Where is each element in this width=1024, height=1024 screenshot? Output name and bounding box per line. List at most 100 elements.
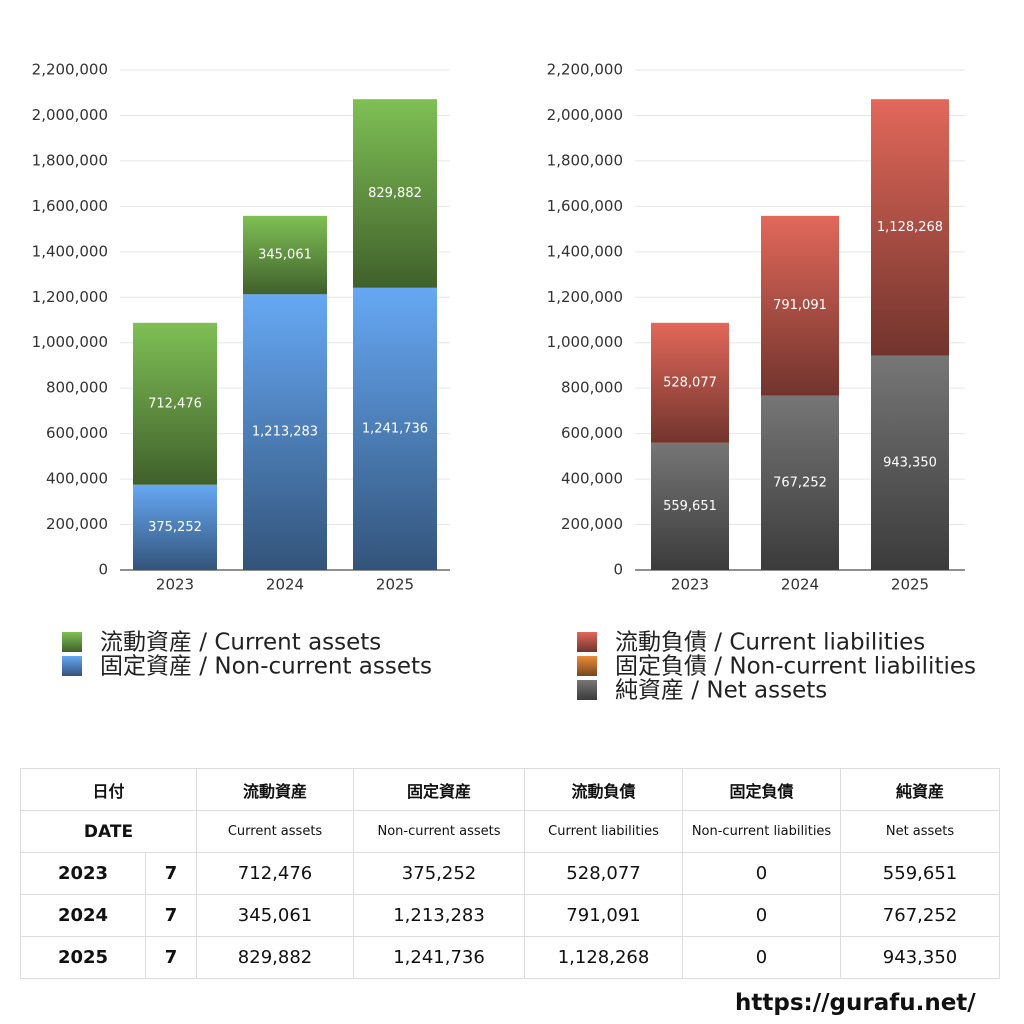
bar-segment <box>133 484 217 570</box>
value-label: 943,350 <box>883 455 937 470</box>
table-row: DATE Current assets Non-current assets Curr… <box>19 810 1001 853</box>
table-cell: 7 <box>144 936 198 979</box>
bar-segment <box>651 322 729 443</box>
y-tick-label: 400,000 <box>561 470 623 488</box>
bar-segment <box>243 215 327 295</box>
bar-segment <box>243 294 327 570</box>
y-tick-label: 0 <box>613 561 623 579</box>
table-cell: 791,091 <box>524 894 684 937</box>
value-label: 791,091 <box>773 298 827 313</box>
y-tick-label: 1,800,000 <box>32 151 108 169</box>
bar-segment <box>871 99 949 356</box>
x-tick-label: 2024 <box>781 576 819 594</box>
table-cell: Non-current assets <box>353 810 526 853</box>
table-cell: 流動資産 <box>196 768 355 811</box>
table-cell: 2025 <box>20 936 146 979</box>
table-cell: 0 <box>682 894 842 937</box>
legend-swatch <box>62 656 82 676</box>
table-row: 2024 7 345,061 1,213,283 791,091 0 767,252 <box>20 894 1001 937</box>
table-row: 日付 流動資産 固定資産 流動負債 固定負債 純資産 <box>19 768 1001 811</box>
y-tick-label: 1,600,000 <box>32 197 108 215</box>
y-tick-label: 1,000,000 <box>547 333 623 351</box>
y-tick-label: 200,000 <box>561 515 623 533</box>
legend-label: 流動負債 / Current liabilities <box>615 630 925 656</box>
y-tick-label: 1,800,000 <box>547 151 623 169</box>
y-tick-label: 800,000 <box>46 379 108 397</box>
legend-label: 固定資産 / Non-current assets <box>100 654 432 680</box>
table-cell: 2024 <box>20 894 146 937</box>
table-cell: 0 <box>682 936 842 979</box>
value-label: 375,252 <box>148 520 202 535</box>
y-tick-label: 1,400,000 <box>32 242 108 260</box>
table-cell: Net assets <box>840 810 1001 853</box>
x-tick-label: 2025 <box>376 576 414 594</box>
y-tick-label: 2,000,000 <box>32 106 108 124</box>
charts: 0 200,000 400,000 600,000 800,000 1,000,000 1,… <box>32 61 976 704</box>
table-cell: 7 <box>144 852 198 895</box>
table-cell: 純資産 <box>840 768 1001 811</box>
bar-segment <box>353 99 437 288</box>
table-cell: 流動負債 <box>524 768 684 811</box>
y-tick-label: 1,000,000 <box>32 333 108 351</box>
table-cell: 1,128,268 <box>524 936 684 979</box>
table-cell: 日付 <box>19 768 198 811</box>
table-cell: 2023 <box>20 852 146 895</box>
value-label: 1,128,268 <box>877 220 943 235</box>
y-tick-label: 1,200,000 <box>32 288 108 306</box>
bar-segment <box>133 322 217 485</box>
x-tick-label: 2025 <box>891 576 929 594</box>
table-cell: 345,061 <box>196 894 355 937</box>
value-label: 1,241,736 <box>362 421 428 436</box>
legend-swatch <box>577 632 597 652</box>
table-cell: 943,350 <box>840 936 1001 979</box>
value-label: 829,882 <box>368 186 422 201</box>
y-tick-label: 800,000 <box>561 379 623 397</box>
table-cell: Current assets <box>196 810 355 853</box>
y-tick-label: 0 <box>98 561 108 579</box>
table-row: 2025 7 829,882 1,241,736 1,128,268 0 943,350 <box>20 936 1001 979</box>
value-label: 1,213,283 <box>252 425 318 440</box>
legend-label: 流動資産 / Current assets <box>100 630 381 656</box>
y-tick-label: 200,000 <box>46 515 108 533</box>
site-url: https://gurafu.net/ <box>735 990 976 1016</box>
table-cell: 559,651 <box>840 852 1001 895</box>
table-cell: 375,252 <box>353 852 526 895</box>
legend-label: 純資産 / Net assets <box>615 678 827 704</box>
y-tick-label: 2,000,000 <box>547 106 623 124</box>
x-tick-label: 2023 <box>671 576 709 594</box>
y-tick-label: 1,200,000 <box>547 288 623 306</box>
table-cell: 固定資産 <box>353 768 526 811</box>
table-cell: 528,077 <box>524 852 684 895</box>
y-tick-label: 600,000 <box>561 424 623 442</box>
table-cell: DATE <box>19 810 198 853</box>
y-tick-label: 1,600,000 <box>547 197 623 215</box>
y-tick-label: 600,000 <box>46 424 108 442</box>
legend-swatch <box>62 632 82 652</box>
table-cell: Non-current liabilities <box>682 810 842 853</box>
bar-segment <box>761 395 839 570</box>
table-cell: 1,241,736 <box>353 936 526 979</box>
table-cell: 固定負債 <box>682 768 842 811</box>
y-tick-label: 2,200,000 <box>32 61 108 79</box>
y-tick-label: 400,000 <box>46 470 108 488</box>
legend-label: 固定負債 / Non-current liabilities <box>615 654 976 680</box>
table-cell: 829,882 <box>196 936 355 979</box>
value-label: 559,651 <box>663 499 717 514</box>
bar-segment <box>871 355 949 570</box>
table-cell: 712,476 <box>196 852 355 895</box>
table-cell: 1,213,283 <box>353 894 526 937</box>
legend-swatch <box>577 656 597 676</box>
value-label: 528,077 <box>663 375 717 390</box>
table-cell: Current liabilities <box>524 810 684 853</box>
bar-segment <box>353 287 437 570</box>
table-cell: 0 <box>682 852 842 895</box>
x-tick-label: 2024 <box>266 576 304 594</box>
value-label: 345,061 <box>258 248 312 263</box>
value-label: 712,476 <box>148 396 202 411</box>
value-label: 767,252 <box>773 475 827 490</box>
table-cell: 767,252 <box>840 894 1001 937</box>
x-tick-label: 2023 <box>156 576 194 594</box>
bar-segment <box>761 215 839 396</box>
table-row: 2023 7 712,476 375,252 528,077 0 559,651 <box>20 852 1001 895</box>
